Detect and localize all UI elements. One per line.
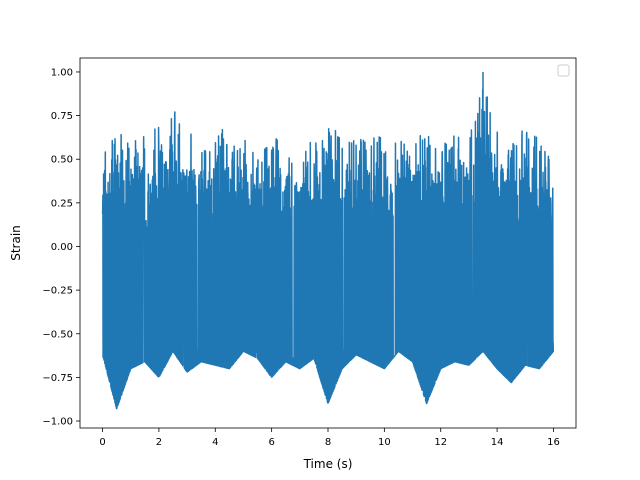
- y-tick-label: 1.00: [51, 67, 73, 78]
- x-axis-ticks: 0 2 4 6 8 10 12 14 16: [99, 428, 560, 448]
- x-tick-label: 0: [99, 437, 105, 448]
- plot-area: [101, 71, 555, 410]
- y-tick-label: 0.75: [51, 111, 73, 122]
- y-tick-label: −0.25: [42, 286, 73, 297]
- x-tick-label: 2: [156, 437, 162, 448]
- legend-marker: [557, 64, 570, 77]
- x-tick-label: 4: [212, 437, 218, 448]
- y-axis-ticks: −1.00 −0.75 −0.50 −0.25 0.00 0.25 0.50 0.75 1.00: [42, 67, 80, 428]
- y-tick-label: −0.50: [42, 329, 73, 340]
- y-tick-label: 0.25: [51, 198, 73, 209]
- x-tick-label: 14: [491, 437, 504, 448]
- x-tick-label: 12: [434, 437, 447, 448]
- x-tick-label: 16: [547, 437, 560, 448]
- legend: [557, 64, 570, 77]
- x-tick-label: 10: [378, 437, 391, 448]
- x-tick-label: 8: [325, 437, 331, 448]
- x-tick-label: 6: [268, 437, 274, 448]
- y-tick-label: −0.75: [42, 373, 73, 384]
- y-tick-label: 0.50: [51, 155, 73, 166]
- y-tick-label: 0.00: [51, 242, 73, 253]
- x-axis-label: Time (s): [303, 457, 353, 471]
- strain-series-line: [101, 71, 555, 410]
- y-axis-label: Strain: [9, 225, 23, 261]
- y-tick-label: −1.00: [42, 417, 73, 428]
